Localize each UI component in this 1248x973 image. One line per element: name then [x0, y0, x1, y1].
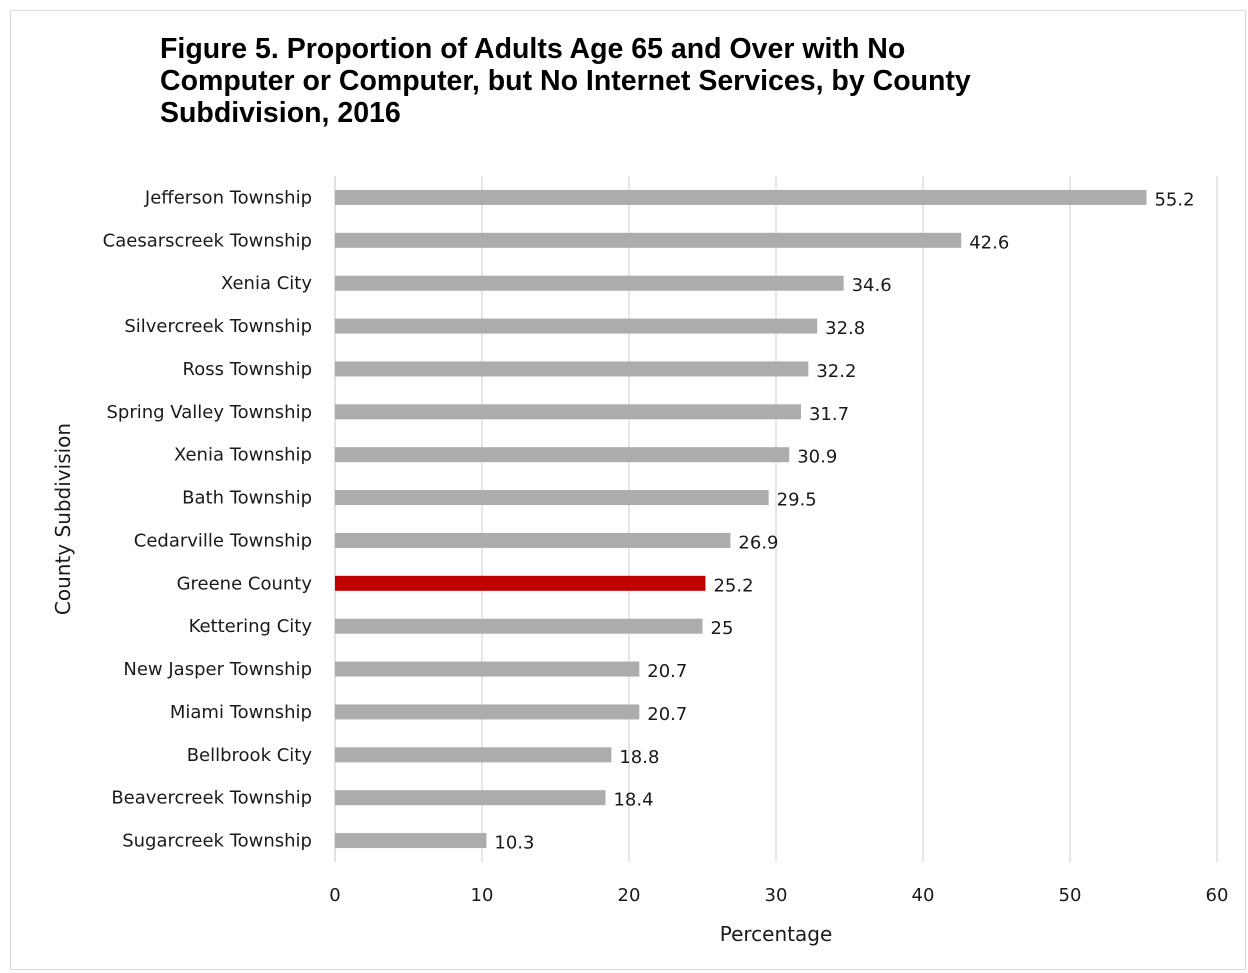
y-axis-title: County Subdivision [51, 423, 75, 615]
bar [335, 232, 962, 248]
category-label: Sugarcreek Township [122, 831, 312, 852]
category-label: Ross Township [183, 359, 312, 380]
bar [335, 447, 790, 463]
category-label: Caesarscreek Township [103, 230, 312, 251]
bar [335, 318, 818, 334]
value-label: 25.2 [713, 575, 753, 596]
bar [335, 189, 1147, 205]
category-label: Silvercreek Township [124, 316, 312, 337]
bar [335, 661, 640, 677]
value-label: 42.6 [969, 232, 1009, 253]
chart-frame [10, 10, 1246, 970]
category-label: Kettering City [189, 616, 313, 637]
x-tick-label: 60 [1206, 885, 1229, 906]
category-label: Miami Township [170, 702, 312, 723]
value-label: 18.4 [613, 790, 653, 811]
value-label: 20.7 [647, 704, 687, 725]
x-tick-labels: 0 10 20 30 40 50 60 [329, 885, 1228, 906]
value-label: 34.6 [852, 275, 892, 296]
bars [335, 189, 1147, 849]
bar [335, 790, 606, 806]
bar [335, 833, 487, 849]
value-label: 55.2 [1154, 189, 1194, 210]
value-labels: 55.2 42.6 34.6 32.8 32.2 31.7 30.9 29.5 26.9 25.2… [494, 189, 1194, 853]
x-tick-label: 0 [329, 885, 340, 906]
category-label: Greene County [177, 573, 313, 594]
category-label: Xenia Township [174, 445, 312, 466]
x-axis-title: Percentage [720, 922, 833, 946]
value-label: 18.8 [619, 747, 659, 768]
category-label: New Jasper Township [123, 659, 312, 680]
bar [335, 490, 769, 506]
chart-title-line-1: Figure 5. Proportion of Adults Age 65 an… [160, 33, 906, 65]
chart-title: Figure 5. Proportion of Adults Age 65 an… [160, 33, 1160, 130]
category-label: Jefferson Township [144, 187, 312, 208]
x-tick-label: 10 [471, 885, 494, 906]
bar [335, 404, 801, 420]
bar [335, 575, 706, 591]
value-label: 26.9 [738, 532, 778, 553]
bar [335, 275, 844, 291]
bar [335, 704, 640, 720]
value-label: 31.7 [809, 404, 849, 425]
x-tick-label: 50 [1059, 885, 1082, 906]
bar [335, 618, 703, 634]
value-label: 20.7 [647, 661, 687, 682]
category-labels: Jefferson Township Caesarscreek Township X… [103, 187, 313, 851]
x-tick-label: 20 [618, 885, 641, 906]
category-label: Cedarville Township [134, 530, 312, 551]
chart-title-line-3: Subdivision, 2016 [160, 96, 401, 129]
value-label: 32.2 [816, 361, 856, 382]
chart-title-line-2: Computer or Computer, but No Internet Se… [160, 64, 971, 97]
value-label: 25 [711, 618, 734, 639]
x-tick-label: 40 [912, 885, 935, 906]
value-label: 29.5 [777, 490, 817, 511]
category-label: Spring Valley Township [107, 402, 313, 423]
bar [335, 532, 731, 548]
bar [335, 361, 809, 377]
category-label: Beavercreek Township [111, 788, 312, 809]
category-label: Xenia City [221, 273, 312, 294]
category-label: Bath Township [182, 488, 312, 509]
category-label: Bellbrook City [187, 745, 313, 766]
value-label: 30.9 [797, 447, 837, 468]
x-tick-label: 30 [765, 885, 788, 906]
value-label: 10.3 [494, 833, 534, 854]
value-label: 32.8 [825, 318, 865, 339]
bar [335, 747, 612, 763]
